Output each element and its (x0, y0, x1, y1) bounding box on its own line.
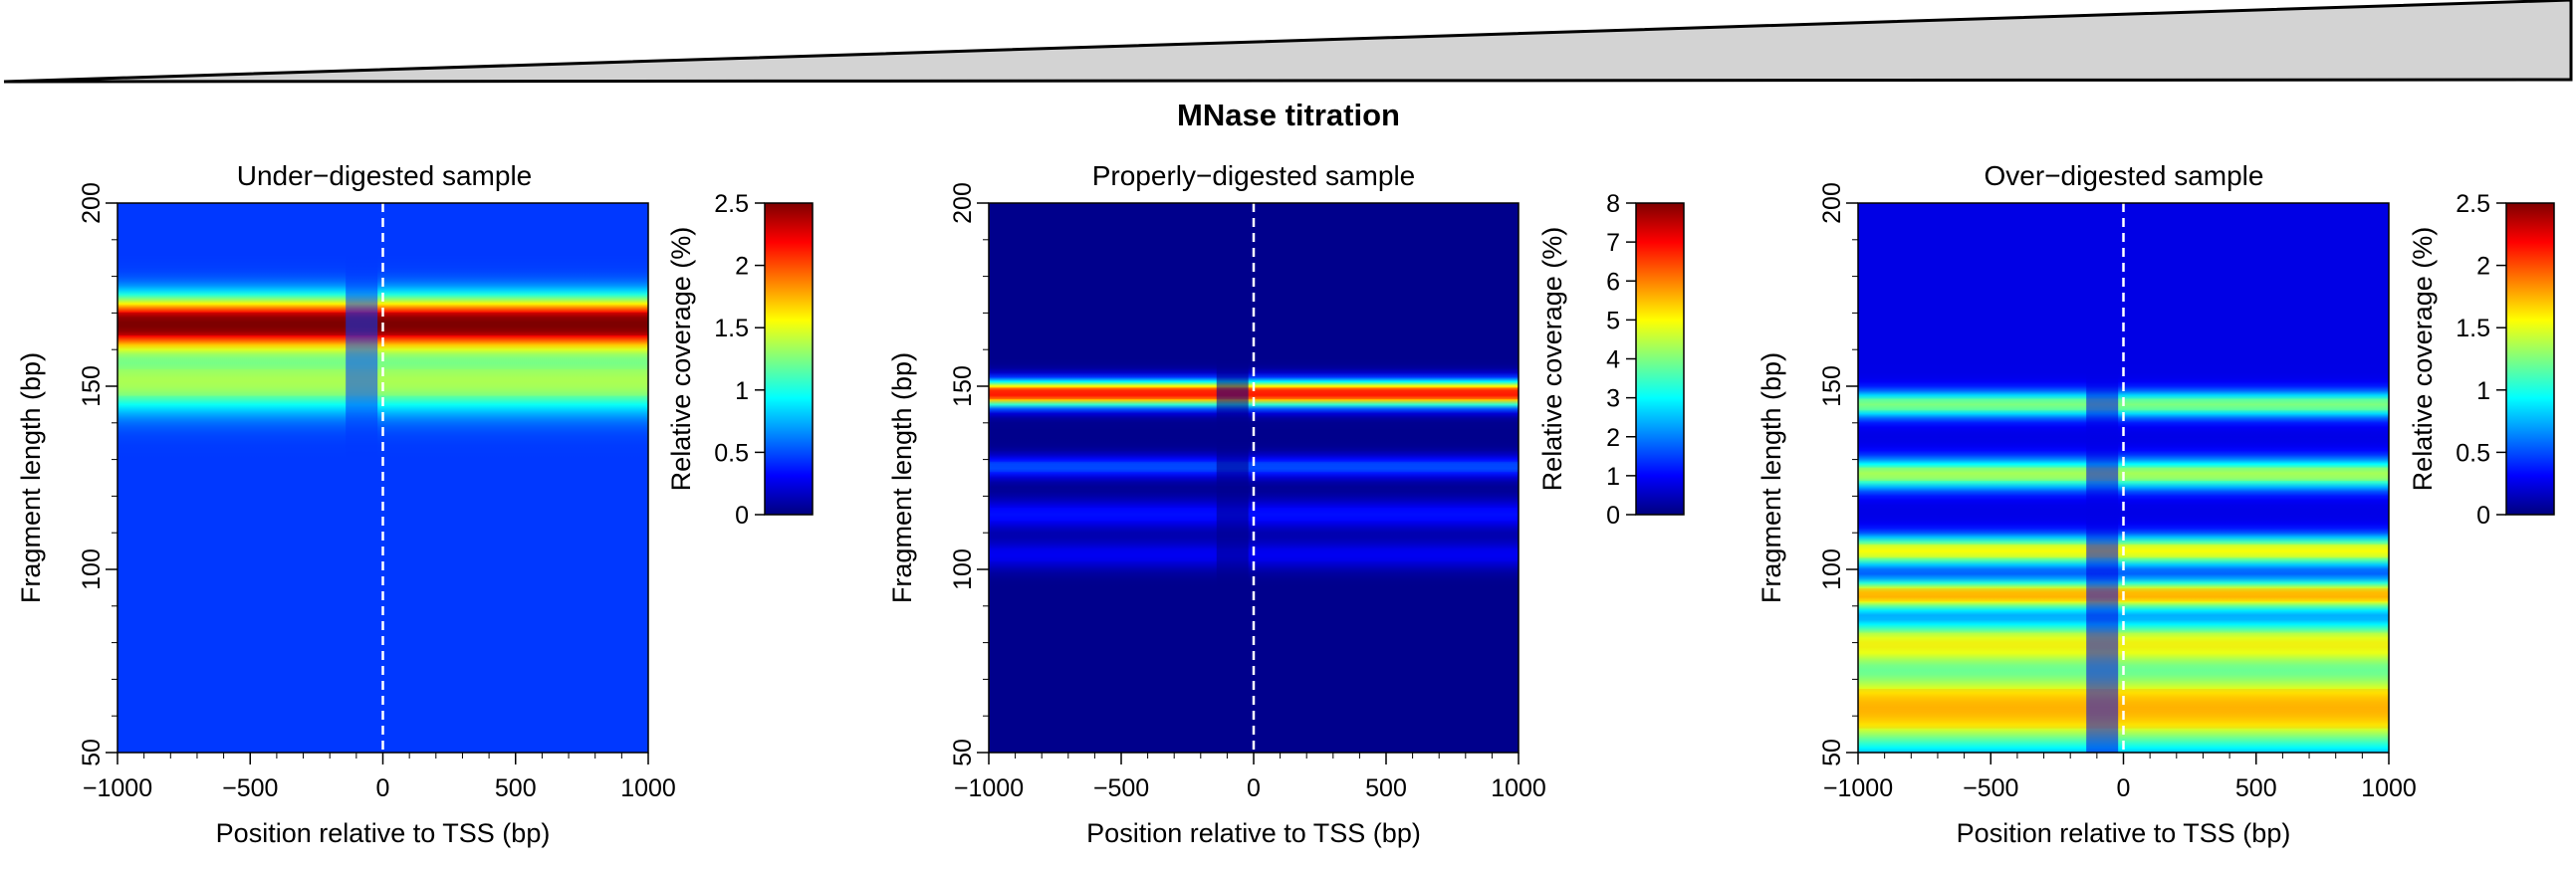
titration-wedge (3, 0, 2573, 84)
y-tick-label: 200 (1818, 182, 1846, 224)
panel-title: Properly−digested sample (1092, 160, 1416, 191)
colorbar-tick-label: 6 (1606, 268, 1620, 296)
y-tick-label: 100 (78, 548, 106, 590)
colorbar-tick-label: 2.5 (714, 190, 749, 218)
colorbar-tick-label: 1.5 (2456, 315, 2490, 342)
y-tick-label: 200 (78, 182, 106, 224)
x-tick-label: −500 (222, 774, 278, 802)
panel-2: Properly−digested sample−1000 −500 0 500 100… (887, 160, 1685, 848)
colorbar-tick-label: 1 (735, 377, 749, 405)
colorbar-tick-label: 2 (2476, 253, 2490, 281)
colorbar-tick-label: 2 (735, 253, 749, 281)
y-tick-label: 50 (78, 739, 106, 766)
x-tick-label: 1000 (2361, 774, 2417, 802)
x-tick-label: −1000 (1823, 774, 1893, 802)
y-tick-label: 50 (1818, 739, 1846, 766)
y-axis-label: Fragment length (bp) (16, 352, 46, 603)
y-axis-label: Fragment length (bp) (887, 352, 917, 603)
colorbar-tick-label: 2 (1606, 424, 1620, 452)
colorbar-tick-label: 0.5 (714, 439, 749, 467)
tss-depletion (1216, 203, 1249, 753)
colorbar-tick-label: 3 (1606, 385, 1620, 413)
x-tick-label: 0 (2117, 774, 2131, 802)
y-tick-label: 150 (1818, 365, 1846, 407)
y-tick-label: 100 (1818, 548, 1846, 590)
colorbar-tick-label: 4 (1606, 346, 1620, 374)
colorbar-label: Relative coverage (%) (2408, 227, 2438, 492)
x-tick-label: 500 (495, 774, 537, 802)
suptitle: MNase titration (1177, 98, 1400, 132)
y-tick-label: 50 (949, 739, 977, 766)
colorbar-tick-label: 0 (2476, 502, 2490, 530)
panel-3: Over−digested sample−1000 −500 0 500 1000501… (1756, 160, 2555, 848)
y-tick-label: 150 (78, 365, 106, 407)
colorbar (764, 202, 814, 516)
colorbar-tick-label: 0 (1606, 502, 1620, 530)
band-mark (989, 387, 1519, 400)
band-mark (1858, 688, 2389, 729)
panels: Under−digested sample−1000 −500 0 500 100050… (16, 160, 2555, 848)
x-tick-label: −1000 (954, 774, 1024, 802)
colorbar-tick-label: 1.5 (714, 315, 749, 342)
x-tick-label: −500 (1963, 774, 2018, 802)
x-axis-label: Position relative to TSS (bp) (1086, 818, 1421, 848)
y-tick-label: 100 (949, 548, 977, 590)
colorbar-tick-label: 0.5 (2456, 439, 2490, 467)
colorbar (1635, 202, 1685, 516)
y-tick-label: 150 (949, 365, 977, 407)
y-tick-label: 200 (949, 182, 977, 224)
band-mark (989, 508, 1519, 522)
colorbar-label: Relative coverage (%) (1537, 227, 1567, 492)
panel-title: Under−digested sample (237, 160, 533, 191)
colorbar-tick-label: 5 (1606, 307, 1620, 334)
band-mark (989, 461, 1519, 472)
x-tick-label: −1000 (83, 774, 152, 802)
x-tick-label: −500 (1093, 774, 1149, 802)
x-tick-label: 500 (1365, 774, 1407, 802)
x-tick-label: 1000 (620, 774, 676, 802)
panel-1: Under−digested sample−1000 −500 0 500 100050… (16, 160, 814, 848)
x-axis-label: Position relative to TSS (bp) (1957, 818, 2291, 848)
x-axis-label: Position relative to TSS (bp) (216, 818, 551, 848)
colorbar-tick-label: 2.5 (2456, 190, 2490, 218)
colorbar-tick-label: 8 (1606, 190, 1620, 218)
x-tick-label: 1000 (1491, 774, 1546, 802)
x-tick-label: 500 (2235, 774, 2277, 802)
tss-depletion (2086, 203, 2119, 753)
colorbar (2505, 202, 2555, 516)
panel-title: Over−digested sample (1985, 160, 2264, 191)
colorbar-tick-label: 1 (1606, 463, 1620, 491)
colorbar-label: Relative coverage (%) (666, 227, 696, 492)
colorbar-tick-label: 7 (1606, 229, 1620, 257)
x-tick-label: 0 (376, 774, 390, 802)
colorbar-tick-label: 1 (2476, 377, 2490, 405)
y-axis-label: Fragment length (bp) (1756, 352, 1786, 603)
tss-depletion (346, 203, 378, 753)
colorbar-tick-label: 0 (735, 502, 749, 530)
x-tick-label: 0 (1247, 774, 1261, 802)
